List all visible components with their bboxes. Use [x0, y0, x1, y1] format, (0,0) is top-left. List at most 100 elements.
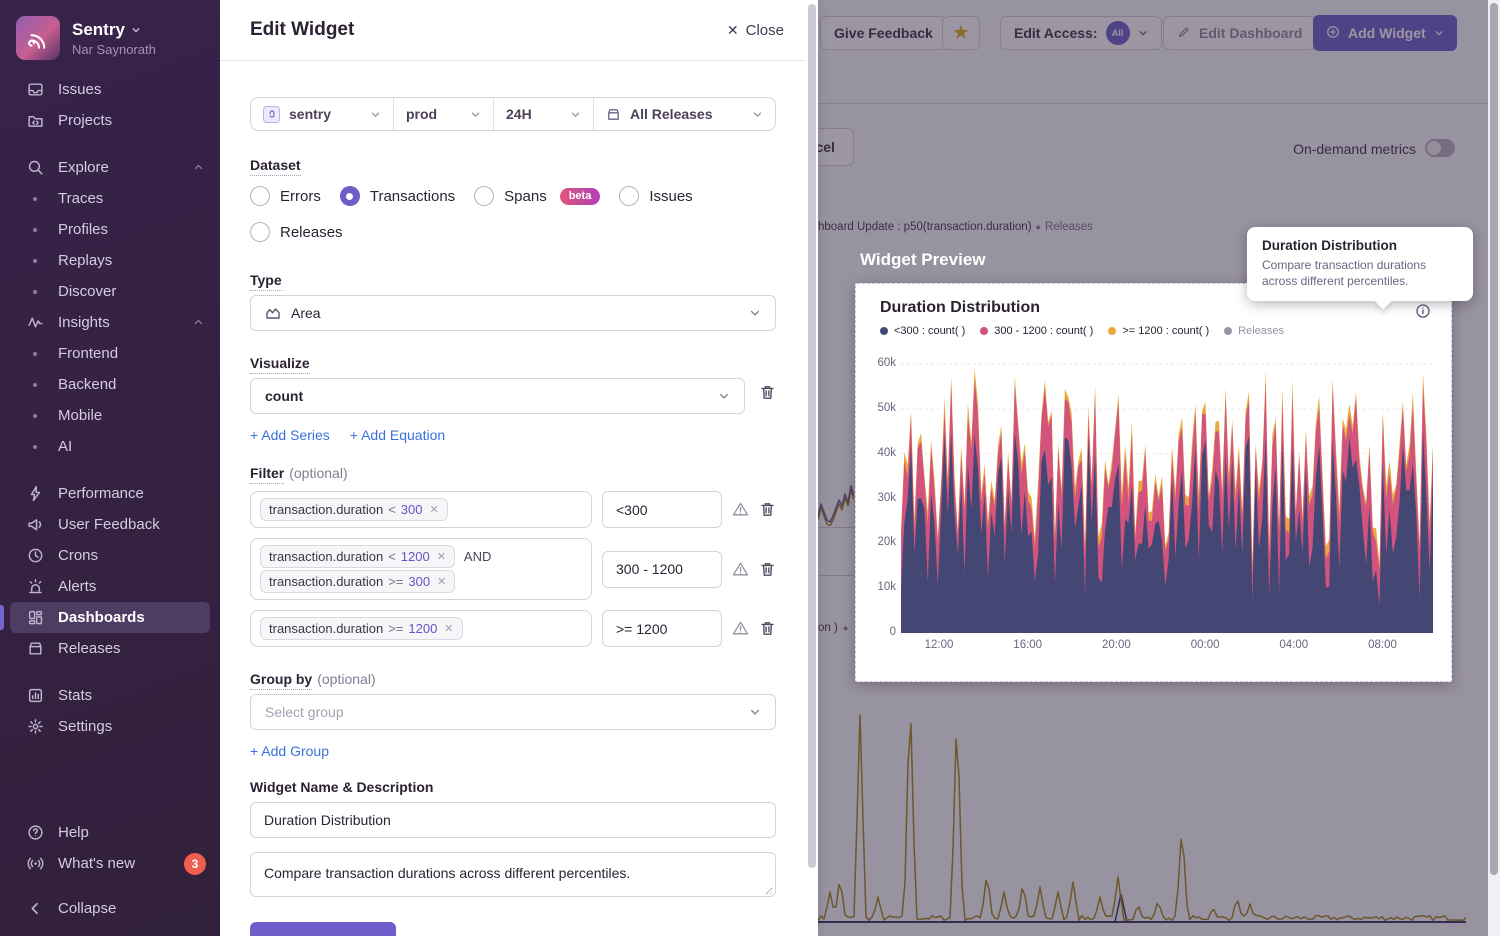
panel-scrollbar-thumb[interactable] [808, 4, 816, 868]
sidebar-item-discover[interactable]: Discover [10, 276, 210, 307]
widget-tooltip: Duration Distribution Compare transactio… [1247, 227, 1473, 302]
add-group-link[interactable]: + Add Group [250, 743, 330, 759]
sidebar-item-alerts[interactable]: Alerts [10, 571, 210, 602]
remove-condition-icon[interactable]: ✕ [437, 576, 447, 588]
add-equation-link[interactable]: + Add Equation [349, 427, 446, 443]
favorite-button[interactable]: ★ [942, 16, 980, 50]
environment-selector[interactable]: prod [394, 98, 494, 130]
sidebar-item-crons[interactable]: Crons [10, 540, 210, 571]
condition-key: transaction.duration [269, 574, 384, 589]
sidebar-item-what-s-new[interactable]: What's new 3 [10, 848, 210, 879]
update-widget-button[interactable]: Update Widget [250, 922, 396, 936]
type-select[interactable]: Area [250, 295, 776, 331]
delete-visualize-button[interactable] [759, 384, 776, 401]
legend-item[interactable]: >= 1200 : count( ) [1108, 325, 1209, 337]
panel-scrollbar[interactable] [806, 0, 818, 936]
cancel-button[interactable]: Cancel [818, 128, 854, 166]
sidebar-item-releases[interactable]: Releases [10, 633, 210, 664]
edit-dashboard-button[interactable]: Edit Dashboard [1163, 16, 1317, 50]
info-icon[interactable] [1415, 303, 1431, 319]
sidebar-item-stats[interactable]: Stats [10, 680, 210, 711]
widget-description-textarea[interactable]: Compare transaction durations across dif… [250, 852, 776, 897]
filter-condition-pill[interactable]: transaction.duration <300 ✕ [260, 498, 448, 521]
radio-icon[interactable] [474, 186, 495, 206]
sidebar-item-frontend[interactable]: Frontend [10, 338, 210, 369]
filter-legend-input[interactable] [602, 491, 722, 528]
legend-item[interactable]: 300 - 1200 : count( ) [980, 325, 1093, 337]
chevron-down-icon [570, 109, 581, 120]
dataset-option-issues[interactable]: Issues [619, 186, 693, 206]
sidebar-item-mobile[interactable]: Mobile [10, 400, 210, 431]
legend-item[interactable]: Releases [1224, 325, 1284, 337]
sidebar-item-projects[interactable]: Projects [10, 105, 210, 136]
widget-name-input[interactable] [250, 802, 776, 838]
sidebar-item-issues[interactable]: Issues [10, 74, 210, 105]
add-series-link[interactable]: + Add Series [250, 427, 330, 443]
y-axis-tick: 10k [877, 581, 896, 594]
edit-access-button[interactable]: Edit Access: All [1000, 16, 1162, 50]
sidebar-item-label: Stats [58, 687, 93, 704]
sidebar-item-collapse[interactable]: Collapse [10, 893, 210, 924]
type-label: Type [250, 272, 776, 291]
dataset-option-transactions[interactable]: Transactions [339, 186, 455, 206]
radio-icon[interactable] [619, 186, 640, 206]
sidebar-item-label: Backend [58, 376, 117, 393]
sidebar-item-help[interactable]: Help [10, 817, 210, 848]
filter-conditions-box[interactable]: transaction.duration >= 1200 ✕ [250, 610, 592, 647]
page-scrollbar-thumb[interactable] [1490, 3, 1498, 875]
timerange-selector[interactable]: 24H [494, 98, 594, 130]
x-axis-tick: 12:00 [924, 639, 954, 651]
on-demand-metrics-toggle[interactable] [1425, 139, 1455, 157]
delete-filter-button[interactable] [759, 561, 776, 578]
give-feedback-button[interactable]: Give Feedback [820, 16, 947, 50]
sidebar-item-insights[interactable]: Insights [10, 307, 210, 338]
sidebar-item-ai[interactable]: AI [10, 431, 210, 462]
widget-preview-card[interactable]: Duration Distribution <300 : count( ) 300… [855, 283, 1452, 682]
radio-icon[interactable] [250, 186, 270, 206]
dataset-option-errors[interactable]: Errors [250, 186, 321, 206]
y-axis-tick: 60k [877, 357, 896, 369]
condition-key: transaction.duration [269, 502, 384, 517]
visualize-select[interactable]: count [250, 378, 745, 414]
on-demand-metrics-label: On-demand metrics [1293, 141, 1416, 157]
sidebar-item-user-feedback[interactable]: User Feedback [10, 509, 210, 540]
project-selector[interactable]: sentry [251, 98, 394, 130]
remove-condition-icon[interactable]: ✕ [436, 551, 446, 563]
filter-legend-input[interactable] [602, 550, 722, 588]
close-button[interactable]: ✕ Close [726, 21, 784, 39]
filter-conditions-box[interactable]: transaction.duration <300 ✕ [250, 491, 592, 528]
filter-condition-pill[interactable]: transaction.duration >= 300 ✕ [260, 570, 456, 593]
x-axis-tick: 16:00 [1013, 639, 1043, 651]
filter-condition-pill[interactable]: transaction.duration >= 1200 ✕ [260, 617, 463, 640]
group-by-select[interactable]: Select group [250, 694, 776, 730]
radio-icon[interactable] [250, 222, 270, 242]
sidebar-item-dashboards[interactable]: Dashboards [0, 602, 210, 633]
sidebar-item-performance[interactable]: Performance [10, 478, 210, 509]
dataset-option-spans[interactable]: Spans [474, 186, 547, 206]
sidebar-item-traces[interactable]: Traces [10, 183, 210, 214]
delete-filter-button[interactable] [759, 501, 776, 518]
remove-condition-icon[interactable]: ✕ [429, 504, 439, 516]
filter-legend-input[interactable] [602, 610, 722, 647]
org-switcher[interactable]: Sentry Nar Saynorath [0, 0, 220, 60]
filter-conditions-box[interactable]: transaction.duration <1200 ✕ AND transaction… [250, 538, 592, 600]
chevron-down-icon [718, 390, 730, 402]
sidebar-item-settings[interactable]: Settings [10, 711, 210, 742]
releases-selector[interactable]: All Releases [594, 98, 775, 130]
sidebar-item-replays[interactable]: Replays [10, 245, 210, 276]
page-scrollbar[interactable] [1488, 0, 1500, 936]
dataset-option-releases[interactable]: Releases [250, 222, 343, 242]
archive-icon [26, 640, 44, 658]
delete-filter-button[interactable] [759, 620, 776, 637]
sidebar-item-profiles[interactable]: Profiles [10, 214, 210, 245]
legend-item[interactable]: <300 : count( ) [880, 325, 965, 337]
star-icon: ★ [953, 23, 969, 42]
y-axis-tick: 30k [877, 491, 896, 504]
sidebar-item-explore[interactable]: Explore [10, 152, 210, 183]
radio-selected-icon[interactable] [339, 186, 360, 206]
sidebar-item-backend[interactable]: Backend [10, 369, 210, 400]
add-widget-button[interactable]: Add Widget [1313, 15, 1457, 51]
filter-condition-pill[interactable]: transaction.duration <1200 ✕ [260, 545, 455, 568]
chevron-up-icon [193, 317, 204, 328]
remove-condition-icon[interactable]: ✕ [444, 623, 454, 635]
